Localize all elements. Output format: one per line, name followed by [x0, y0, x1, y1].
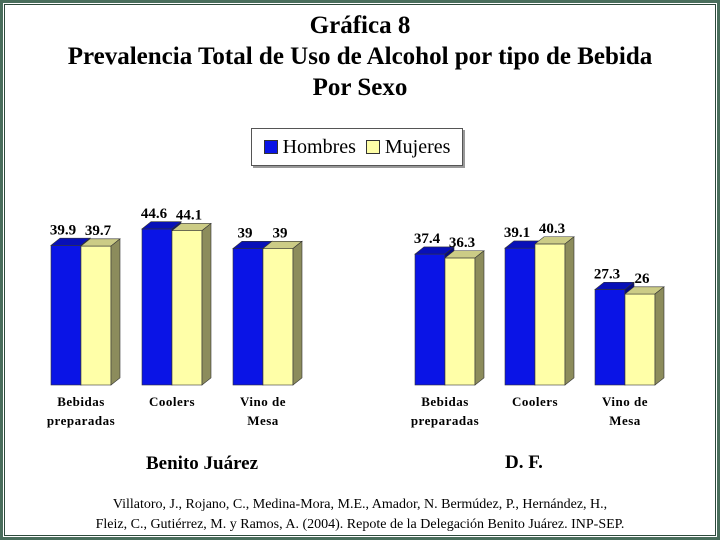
bar-p0-c1-hombres-front: [141, 228, 173, 386]
category-label-p0-c2-line1: Mesa: [247, 413, 279, 428]
legend-item-hombres: Hombres: [263, 135, 356, 159]
legend: Hombres Mujeres: [251, 128, 463, 166]
data-label-p1-c2-hombres: 27.3: [594, 266, 620, 282]
source-line-1: Villatoro, J., Rojano, C., Medina-Mora, …: [112, 497, 608, 512]
bar-p1-c2-hombres-front: [594, 289, 626, 386]
bar-p0-c0-mujeres-front: [80, 245, 112, 386]
category-label-p0-c2-line0: Vino de: [240, 394, 286, 409]
legend-swatch-hombres: [263, 140, 278, 154]
bar-p0-c1-mujeres-side: [201, 222, 212, 386]
bar-p1-c1-mujeres-side: [564, 236, 575, 386]
title-line-2: Prevalencia Total de Uso de Alcohol por …: [67, 43, 653, 70]
bar-p1-c1-hombres-front: [504, 247, 536, 386]
category-label-p1-c0-line1: preparadas: [411, 413, 479, 428]
category-label-p1-c2-line1: Mesa: [609, 413, 641, 428]
bar-p0-c0-hombres-front: [50, 245, 82, 386]
data-label-p1-c2-mujeres: 26: [635, 271, 651, 287]
bar-p1-c1-mujeres-front: [534, 243, 566, 386]
bar-p0-c2-hombres-front: [232, 248, 264, 386]
panel-label-benito-juarez: Benito Juárez: [146, 453, 259, 474]
data-label-p1-c1-mujeres: 40.3: [539, 221, 565, 237]
bar-p1-c2-mujeres-front: [624, 293, 656, 386]
data-label-p1-c0-hombres: 37.4: [414, 231, 441, 247]
data-label-p0-c1-mujeres: 44.1: [176, 208, 202, 224]
panel-label-df: D. F.: [505, 452, 543, 473]
category-label-p0-c1-line0: Coolers: [149, 394, 195, 409]
bar-p1-c0-mujeres-side: [474, 250, 485, 386]
bar-p1-c0-hombres-front: [414, 253, 446, 386]
legend-label-mujeres: Mujeres: [384, 135, 451, 158]
data-label-p1-c1-hombres: 39.1: [504, 225, 530, 241]
bar-p0-c2-mujeres-side: [292, 240, 303, 386]
title-line-3: Por Sexo: [312, 74, 408, 101]
data-label-p0-c0-mujeres: 39.7: [85, 223, 112, 239]
legend-label-hombres: Hombres: [282, 135, 356, 158]
category-label-p0-c0-line1: preparadas: [47, 413, 115, 428]
data-label-p0-c0-hombres: 39.9: [50, 222, 76, 238]
data-label-p0-c2-mujeres: 39: [273, 226, 288, 242]
bar-p0-c1-mujeres-front: [171, 230, 203, 386]
category-label-p1-c0-line0: Bebidas: [421, 394, 469, 409]
legend-swatch-mujeres: [365, 140, 380, 154]
bar-p1-c2-mujeres-side: [654, 286, 665, 386]
source-citation: Villatoro, J., Rojano, C., Medina-Mora, …: [0, 495, 720, 535]
chart-title: Gráfica 8 Prevalencia Total de Uso de Al…: [0, 10, 720, 103]
category-label-p0-c0-line0: Bebidas: [57, 394, 105, 409]
bar-p1-c0-mujeres-front: [444, 257, 476, 386]
legend-item-mujeres: Mujeres: [365, 135, 451, 159]
category-label-p1-c2-line0: Vino de: [602, 394, 648, 409]
bar-p0-c2-mujeres-front: [262, 248, 294, 386]
source-line-2: Fleiz, C., Gutiérrez, M. y Ramos, A. (20…: [95, 517, 625, 532]
category-label-p1-c1-line0: Coolers: [512, 394, 558, 409]
bar-p0-c0-mujeres-side: [110, 238, 121, 386]
data-label-p0-c1-hombres: 44.6: [141, 206, 168, 222]
data-label-p0-c2-hombres: 39: [238, 226, 253, 242]
title-line-1: Gráfica 8: [309, 12, 411, 39]
data-label-p1-c0-mujeres: 36.3: [449, 235, 475, 251]
